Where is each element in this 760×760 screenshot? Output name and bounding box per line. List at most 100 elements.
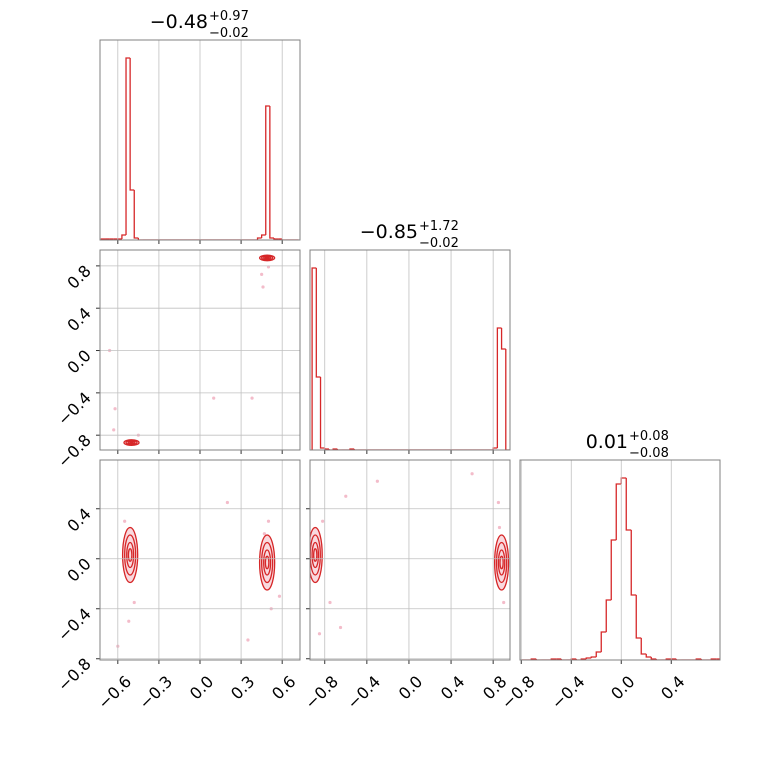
y-tick-label: −0.4 — [54, 604, 95, 645]
x-tick-label: −0.6 — [94, 672, 135, 713]
x-tick-label: −0.3 — [135, 672, 176, 713]
density-contour — [260, 541, 274, 584]
sample-point — [250, 396, 254, 400]
hist-step — [324, 448, 329, 450]
title: 0.01 — [586, 431, 628, 453]
sample-point — [277, 594, 282, 598]
sample-point — [246, 638, 250, 642]
sample-point — [502, 600, 506, 605]
sample-point — [328, 600, 332, 605]
hist-step — [700, 659, 707, 660]
hist-step — [496, 327, 502, 448]
x-tick-label: −0.4 — [548, 672, 589, 713]
title-upper: +1.72 — [419, 219, 459, 234]
density-contour — [264, 555, 270, 570]
x-tick-label: 0.6 — [268, 672, 299, 703]
density-contour — [313, 548, 318, 562]
sample-point — [212, 396, 216, 400]
hist-step — [585, 657, 592, 659]
panel — [310, 472, 510, 636]
hist-step — [260, 234, 266, 238]
hist-step — [137, 238, 143, 240]
hist-step — [605, 599, 612, 632]
density-contour — [263, 549, 272, 576]
title-upper: +0.97 — [209, 9, 249, 24]
hist-step — [716, 658, 720, 660]
x-tick-label: 0.3 — [227, 672, 258, 703]
sample-point — [496, 500, 501, 505]
sample-point — [321, 519, 325, 523]
hist-step — [319, 377, 325, 449]
sample-point — [344, 494, 348, 498]
title: −0.85 — [360, 221, 418, 243]
hist-step — [121, 234, 127, 239]
hist-step — [353, 449, 359, 450]
hist-step — [640, 638, 647, 655]
hist-step — [630, 530, 637, 596]
hist-step — [315, 268, 321, 378]
hist-step — [615, 483, 622, 540]
sample-point — [113, 407, 117, 411]
hist-step — [650, 657, 657, 660]
sample-point — [260, 272, 264, 276]
hist-step — [590, 656, 597, 658]
hist-step — [595, 651, 602, 657]
density-contour — [127, 548, 133, 562]
x-tick-label: −0.8 — [301, 672, 342, 713]
density-contour — [495, 541, 508, 584]
title-lower: −0.02 — [209, 26, 249, 41]
hist-step — [500, 328, 506, 350]
frame — [309, 459, 511, 661]
x-tick-label: −0.4 — [343, 672, 384, 713]
x-tick-label: 0.4 — [437, 672, 468, 703]
hist-step — [328, 449, 334, 450]
hist-step — [655, 659, 662, 660]
density-contour — [260, 255, 274, 261]
sample-point — [497, 525, 502, 530]
sample-point — [338, 625, 343, 630]
x-tick-label: 0.0 — [186, 672, 217, 703]
x-tick-label: 0.4 — [657, 672, 688, 703]
x-tick-label: 0.0 — [607, 672, 638, 703]
density-contour — [126, 541, 135, 569]
y-tick-label: 0.8 — [63, 261, 94, 292]
hist-step — [625, 478, 632, 531]
density-contour — [124, 534, 137, 576]
sample-point — [123, 519, 127, 523]
panel — [116, 500, 282, 648]
hist-step — [129, 58, 135, 191]
frame — [309, 249, 511, 451]
density-contour — [264, 256, 270, 260]
x-tick-label: 0.0 — [395, 672, 426, 703]
hist-step — [600, 631, 607, 652]
panel — [100, 57, 299, 240]
hist-step — [273, 238, 279, 240]
hist-step — [560, 659, 567, 660]
density-contour — [499, 555, 504, 570]
hist-step — [635, 595, 642, 639]
frame — [99, 459, 301, 661]
density-contour — [311, 541, 320, 569]
title-lower: −0.08 — [629, 446, 669, 461]
hist-step — [311, 267, 317, 450]
frame — [99, 249, 301, 451]
sample-point — [225, 500, 229, 505]
hist-step — [125, 57, 131, 235]
hist-step — [610, 539, 617, 600]
y-tick-label: −0.8 — [54, 431, 95, 472]
hist-step — [269, 106, 274, 239]
x-tick-label: −0.8 — [498, 672, 539, 713]
panel — [521, 477, 720, 660]
title-upper: +0.08 — [629, 429, 669, 444]
hist-step — [265, 105, 270, 235]
density-contour — [129, 441, 134, 444]
hist-step — [675, 659, 682, 660]
y-tick-label: −0.4 — [54, 388, 95, 429]
hist-step — [505, 349, 510, 450]
frame — [99, 39, 301, 241]
y-tick-label: 0.4 — [63, 504, 94, 535]
y-tick-label: 0.0 — [63, 346, 94, 377]
sample-point — [375, 479, 379, 483]
y-tick-label: 0.0 — [63, 554, 94, 585]
